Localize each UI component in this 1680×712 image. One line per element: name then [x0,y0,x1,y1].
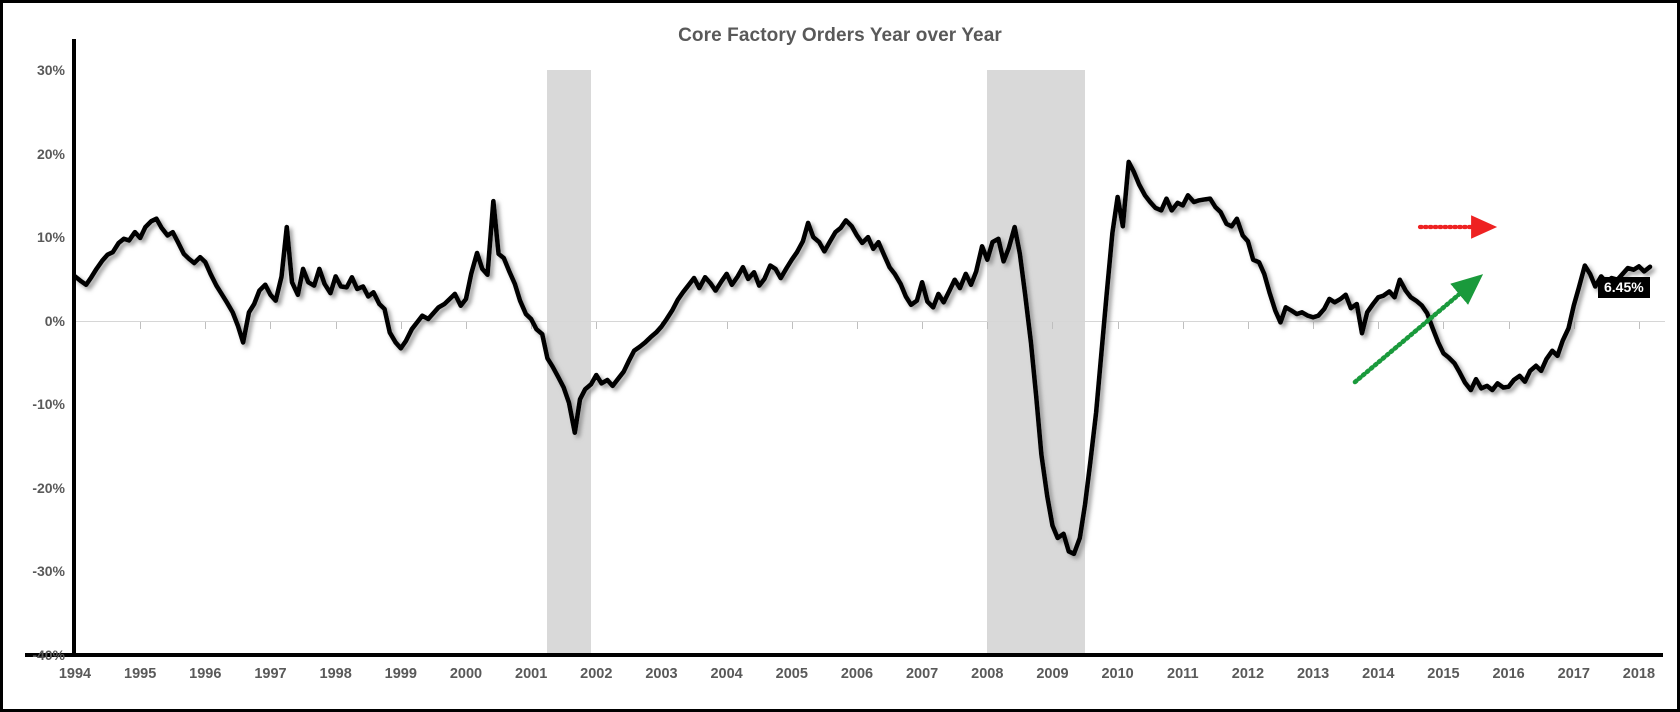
x-tickmark [270,321,272,329]
x-tickmark [856,321,858,329]
x-axis-tick-label: 2007 [905,666,939,682]
series-line-core-factory-orders [72,159,1653,557]
x-axis-tick-label: 2012 [1231,666,1265,682]
x-tickmark [335,321,337,329]
x-tickmark [140,321,142,329]
x-axis-tick-label: 1996 [189,666,222,682]
y-axis-line [72,39,76,653]
y-axis-tick-label: 30% [36,62,65,78]
x-axis-tick-label: 2015 [1427,666,1460,682]
x-axis-tick-label: 2005 [775,666,808,682]
x-tickmark [596,321,598,329]
x-tickmark [400,321,402,329]
recession-band [987,70,1086,655]
y-axis-tick-label: 0% [44,312,65,329]
x-tickmark [791,321,793,329]
x-tickmark [531,321,533,329]
x-axis-tick-label: 2013 [1296,666,1330,682]
x-axis-tick-label: 2010 [1101,666,1134,682]
x-axis-tick-label: 2004 [710,666,743,682]
y-axis-tick-label: -20% [32,479,65,496]
x-axis-tick-label: 1999 [384,666,417,682]
x-tickmark [205,321,207,329]
x-axis-tick-label: 2001 [515,666,548,682]
y-axis-tick-label: 20% [36,145,65,162]
x-axis-tick-label: 2008 [971,666,1004,682]
x-tickmark [922,321,924,329]
x-tickmark [1052,321,1054,329]
x-axis-line [25,653,1663,657]
y-axis-tick-label: 10% [36,229,65,246]
x-tickmark [1247,321,1249,329]
x-axis-tick-label: 2002 [580,666,613,682]
x-axis-tick-label: 1998 [319,666,352,682]
x-axis-tick-label: 1994 [58,666,92,682]
y-axis-tick-label: -10% [32,396,65,413]
y-axis-tick-label: -40% [32,647,65,663]
last-value-label: 6.45% [1598,276,1650,299]
recession-band [547,70,592,655]
x-axis-tick-label: 2018 [1622,666,1656,682]
x-axis-tick-label: 2003 [645,666,678,682]
x-axis-tick-label: 2014 [1362,666,1395,682]
x-axis-tick-label: 2017 [1557,666,1590,682]
x-axis-tick-label: 2016 [1492,666,1525,682]
x-tickmark [1182,321,1184,329]
chart-title: Core Factory Orders Year over Year [678,25,1002,46]
y-axis-tick-label: -30% [32,563,65,580]
x-tickmark [1573,321,1575,329]
zero-gridline [75,320,1665,322]
x-axis-tick-label: 2000 [449,666,483,682]
x-tickmark [465,321,467,329]
x-tickmark [987,321,989,329]
x-axis-tick-label: 1997 [254,666,287,682]
x-axis-tick-label: 1995 [124,666,157,682]
x-axis-tick-label: 2009 [1036,666,1069,682]
x-tickmark [1313,321,1315,329]
x-tickmark [1508,321,1510,329]
x-tickmark [726,321,728,329]
x-axis-tick-label: 2006 [840,666,874,682]
x-axis-tick-label: 2011 [1167,666,1199,682]
plot-area [72,70,1665,655]
x-tickmark [1117,321,1119,329]
x-tickmark [1638,321,1640,329]
